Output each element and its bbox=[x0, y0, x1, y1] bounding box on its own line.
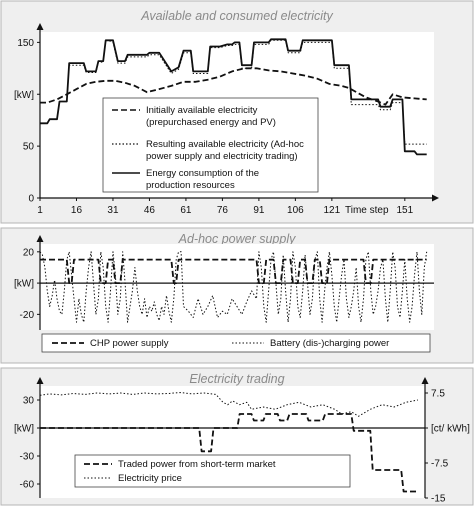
y-ticks: -20 [kW] 20 bbox=[14, 247, 40, 321]
y-tick-label: 50 bbox=[23, 142, 35, 153]
y-tick-label: -20 bbox=[20, 310, 35, 321]
x-tick-label: 16 bbox=[71, 205, 83, 216]
legend-consumption-line1: Energy consumption of the bbox=[146, 168, 259, 179]
legend-resulting-line2: power supply and electricity trading) bbox=[146, 151, 298, 162]
y-ticks: 0 50 [kW] 150 bbox=[14, 38, 40, 205]
x-tick-label: 121 bbox=[324, 205, 341, 216]
y2-tick-label: -15 bbox=[431, 494, 446, 505]
legend-initial-line1: Initially available electricity bbox=[146, 105, 258, 116]
chart-title: Available and consumed electricity bbox=[140, 9, 333, 23]
y2-axis-arrow bbox=[421, 377, 429, 384]
legend-resulting-line1: Resulting available electricity (Ad-hoc bbox=[146, 139, 304, 150]
x-tick-label: 106 bbox=[287, 205, 304, 216]
y2-ticks: -15 -7.5 [ct/ kWh] 7.5 bbox=[425, 389, 470, 505]
panel-ad-hoc-power: Ad-hoc power supply -20 [kW] 20 CHP power … bbox=[0, 227, 474, 364]
series-line-3 bbox=[40, 38, 427, 156]
x-ticks: 1 16 31 46 61 76 91 106 121 151 bbox=[37, 198, 414, 216]
series-line-1 bbox=[40, 67, 427, 106]
series-group bbox=[39, 251, 428, 323]
y-tick-label: -60 bbox=[20, 480, 35, 491]
y-ticks: -60 -30 [kW] 30 bbox=[14, 396, 40, 491]
y-tick-label: [kW] bbox=[14, 424, 34, 435]
x-axis-label: Time step bbox=[345, 205, 389, 216]
y-axis-arrow bbox=[36, 235, 44, 242]
y-tick-label: 20 bbox=[23, 247, 35, 258]
y-tick-label: [kW] bbox=[14, 279, 34, 290]
series-group bbox=[40, 38, 427, 156]
legend-battery: Battery (dis-)charging power bbox=[270, 338, 389, 349]
y-tick-label: 0 bbox=[28, 194, 34, 205]
y-tick-label: -30 bbox=[20, 452, 35, 463]
x-tick-label: 151 bbox=[396, 205, 413, 216]
y-axis-arrow bbox=[36, 377, 44, 384]
x-tick-label: 91 bbox=[253, 205, 265, 216]
axes bbox=[36, 23, 439, 202]
x-tick-label: 1 bbox=[37, 205, 43, 216]
panel-available-consumed: Available and consumed electricity 0 50 [k… bbox=[0, 0, 474, 224]
series-line-1 bbox=[40, 258, 427, 285]
y-axis-arrow bbox=[36, 23, 44, 30]
legend-traded: Traded power from short-term market bbox=[118, 459, 276, 470]
legend: Initially available electricity (prepurc… bbox=[102, 97, 319, 193]
y2-tick-label: 7.5 bbox=[431, 389, 445, 400]
legend-consumption-line2: production resources bbox=[146, 180, 235, 191]
x-tick-label: 76 bbox=[217, 205, 229, 216]
legend-price: Electricity price bbox=[118, 473, 182, 484]
y2-tick-label: -7.5 bbox=[431, 459, 449, 470]
y-tick-label: 30 bbox=[23, 396, 35, 407]
chart-title: Electricity trading bbox=[189, 372, 284, 386]
chart-title: Ad-hoc power supply bbox=[178, 232, 296, 246]
legend: CHP power supply Battery (dis-)charging … bbox=[41, 333, 431, 353]
legend-box bbox=[74, 454, 351, 488]
y-tick-label: [kW] bbox=[14, 90, 34, 101]
x-tick-label: 31 bbox=[107, 205, 119, 216]
legend-chp: CHP power supply bbox=[90, 338, 169, 349]
x-tick-label: 46 bbox=[144, 205, 156, 216]
y2-tick-label: [ct/ kWh] bbox=[431, 424, 470, 435]
legend-initial-line2: (prepurchased energy and PV) bbox=[146, 117, 276, 128]
panel-electricity-trading: Electricity trading -60 -30 [kW] 30 -15 -7.5… bbox=[0, 367, 474, 506]
legend-box bbox=[102, 97, 319, 193]
legend: Traded power from short-term market Elec… bbox=[74, 454, 351, 488]
plot-area bbox=[40, 244, 434, 330]
x-tick-label: 61 bbox=[180, 205, 192, 216]
y-tick-label: 150 bbox=[17, 38, 34, 49]
x-axis-arrow bbox=[432, 194, 439, 202]
